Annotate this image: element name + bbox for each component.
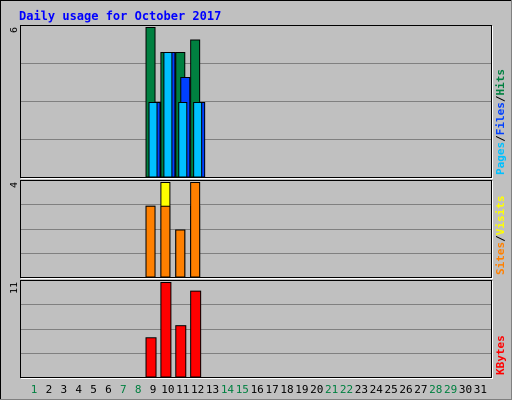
x-axis-labels: 1 2 3 4 5 6 7 8 9 10 11 12 13 14 15 16 17 18 19 20 21 22 23 24 2… [31, 383, 487, 396]
bar-kbytes-day-8 [190, 290, 202, 378]
legend-separator: / [494, 95, 507, 102]
x-tick-label: 17 [265, 383, 278, 396]
bar-sites-day-7 [175, 229, 186, 278]
x-tick-label: 16 [251, 383, 264, 396]
x-tick-label: 13 [206, 383, 219, 396]
bar-pages-day-5 [148, 102, 158, 178]
panel-legend: Pages/Files/Hits [494, 69, 507, 175]
x-tick-label: 30 [459, 383, 472, 396]
bar-sites-day-8 [190, 182, 201, 278]
x-tick-label: 19 [295, 383, 308, 396]
x-tick-label: 5 [90, 383, 97, 396]
legend-separator: / [494, 235, 507, 242]
bar-kbytes-day-7 [175, 325, 187, 378]
x-tick-label: 15 [236, 383, 249, 396]
x-tick-label: 2 [46, 383, 53, 396]
x-tick-label: 12 [191, 383, 204, 396]
x-tick-label: 9 [150, 383, 157, 396]
panel-scale-label: 4 [9, 182, 20, 188]
bar-pages-day-7 [178, 102, 188, 178]
x-tick-label: 3 [60, 383, 67, 396]
bar-sites-day-6 [160, 205, 171, 278]
x-tick-label: 18 [280, 383, 293, 396]
x-tick-label: 23 [355, 383, 368, 396]
x-tick-label: 6 [105, 383, 112, 396]
x-tick-label: 21 [325, 383, 338, 396]
x-tick-label: 31 [474, 383, 487, 396]
panel-visits-sites: 4 Sites/Visits [9, 180, 507, 279]
bar-pages-day-8 [193, 102, 203, 178]
x-tick-label: 29 [444, 383, 457, 396]
panel-legend: Sites/Visits [494, 196, 507, 276]
chart-title: Daily usage for October 2017 [19, 9, 221, 23]
x-tick-label: 22 [340, 383, 353, 396]
legend-sites: Sites [494, 242, 507, 275]
x-tick-label: 10 [161, 383, 174, 396]
bar-sites-day-5 [145, 205, 156, 278]
panel-kbytes: 11 KBytes [9, 280, 507, 379]
panel-scale-label: 6 [9, 27, 20, 33]
x-tick-label: 27 [414, 383, 427, 396]
x-tick-label: 7 [120, 383, 127, 396]
bar-kbytes-day-6 [160, 282, 172, 378]
bar-pages-day-6 [163, 52, 173, 178]
legend-pages: Pages [494, 142, 507, 175]
x-tick-label: 11 [176, 383, 189, 396]
bar-kbytes-day-5 [145, 337, 157, 378]
legend-kbytes: KBytes [494, 335, 507, 375]
panel-scale-label: 11 [9, 282, 20, 294]
x-tick-label: 1 [31, 383, 38, 396]
legend-files: Files [494, 102, 507, 135]
legend-hits: Hits [494, 69, 507, 96]
x-tick-label: 24 [370, 383, 384, 396]
x-tick-label: 14 [221, 383, 235, 396]
x-tick-label: 20 [310, 383, 323, 396]
legend-separator: / [494, 135, 507, 142]
legend-visits: Visits [494, 196, 507, 236]
panel-legend: KBytes [494, 335, 507, 375]
x-tick-label: 8 [135, 383, 142, 396]
x-tick-label: 28 [429, 383, 442, 396]
x-tick-label: 25 [384, 383, 397, 396]
x-tick-label: 26 [399, 383, 412, 396]
x-tick-label: 4 [75, 383, 82, 396]
